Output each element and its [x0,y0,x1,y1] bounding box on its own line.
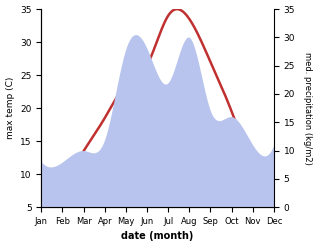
Y-axis label: max temp (C): max temp (C) [5,77,15,139]
Y-axis label: med. precipitation (kg/m2): med. precipitation (kg/m2) [303,52,313,165]
X-axis label: date (month): date (month) [121,231,194,242]
